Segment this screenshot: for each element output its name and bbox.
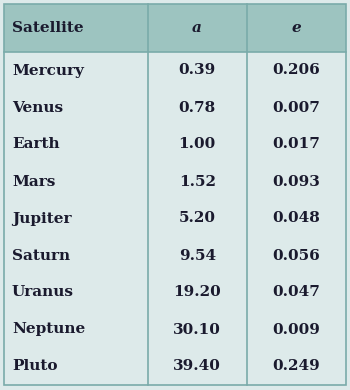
Text: 0.249: 0.249 <box>273 360 320 374</box>
Text: 1.52: 1.52 <box>179 174 216 188</box>
Text: Earth: Earth <box>12 138 60 151</box>
Text: 5.20: 5.20 <box>179 211 216 225</box>
Text: Saturn: Saturn <box>12 248 70 262</box>
Text: Mercury: Mercury <box>12 64 84 78</box>
Text: Satellite: Satellite <box>12 21 84 35</box>
Text: e: e <box>292 21 301 35</box>
Text: 0.007: 0.007 <box>272 101 320 115</box>
Text: 19.20: 19.20 <box>173 285 221 300</box>
Text: 0.206: 0.206 <box>273 64 320 78</box>
Text: Neptune: Neptune <box>12 323 85 337</box>
Text: 0.048: 0.048 <box>272 211 320 225</box>
Text: 0.009: 0.009 <box>272 323 320 337</box>
Bar <box>4 52 346 385</box>
Text: 0.047: 0.047 <box>272 285 320 300</box>
Text: 0.39: 0.39 <box>178 64 216 78</box>
Text: 0.78: 0.78 <box>178 101 216 115</box>
Text: Uranus: Uranus <box>12 285 74 300</box>
Text: 0.093: 0.093 <box>272 174 320 188</box>
Text: 30.10: 30.10 <box>173 323 221 337</box>
Text: Jupiter: Jupiter <box>12 211 71 225</box>
Text: 0.056: 0.056 <box>273 248 320 262</box>
Text: 39.40: 39.40 <box>173 360 221 374</box>
Text: 1.00: 1.00 <box>178 138 216 151</box>
Text: 9.54: 9.54 <box>178 248 216 262</box>
Text: a: a <box>192 21 202 35</box>
Text: Mars: Mars <box>12 174 55 188</box>
Text: Pluto: Pluto <box>12 360 57 374</box>
Bar <box>4 4 346 52</box>
Text: 0.017: 0.017 <box>272 138 320 151</box>
Text: Venus: Venus <box>12 101 63 115</box>
